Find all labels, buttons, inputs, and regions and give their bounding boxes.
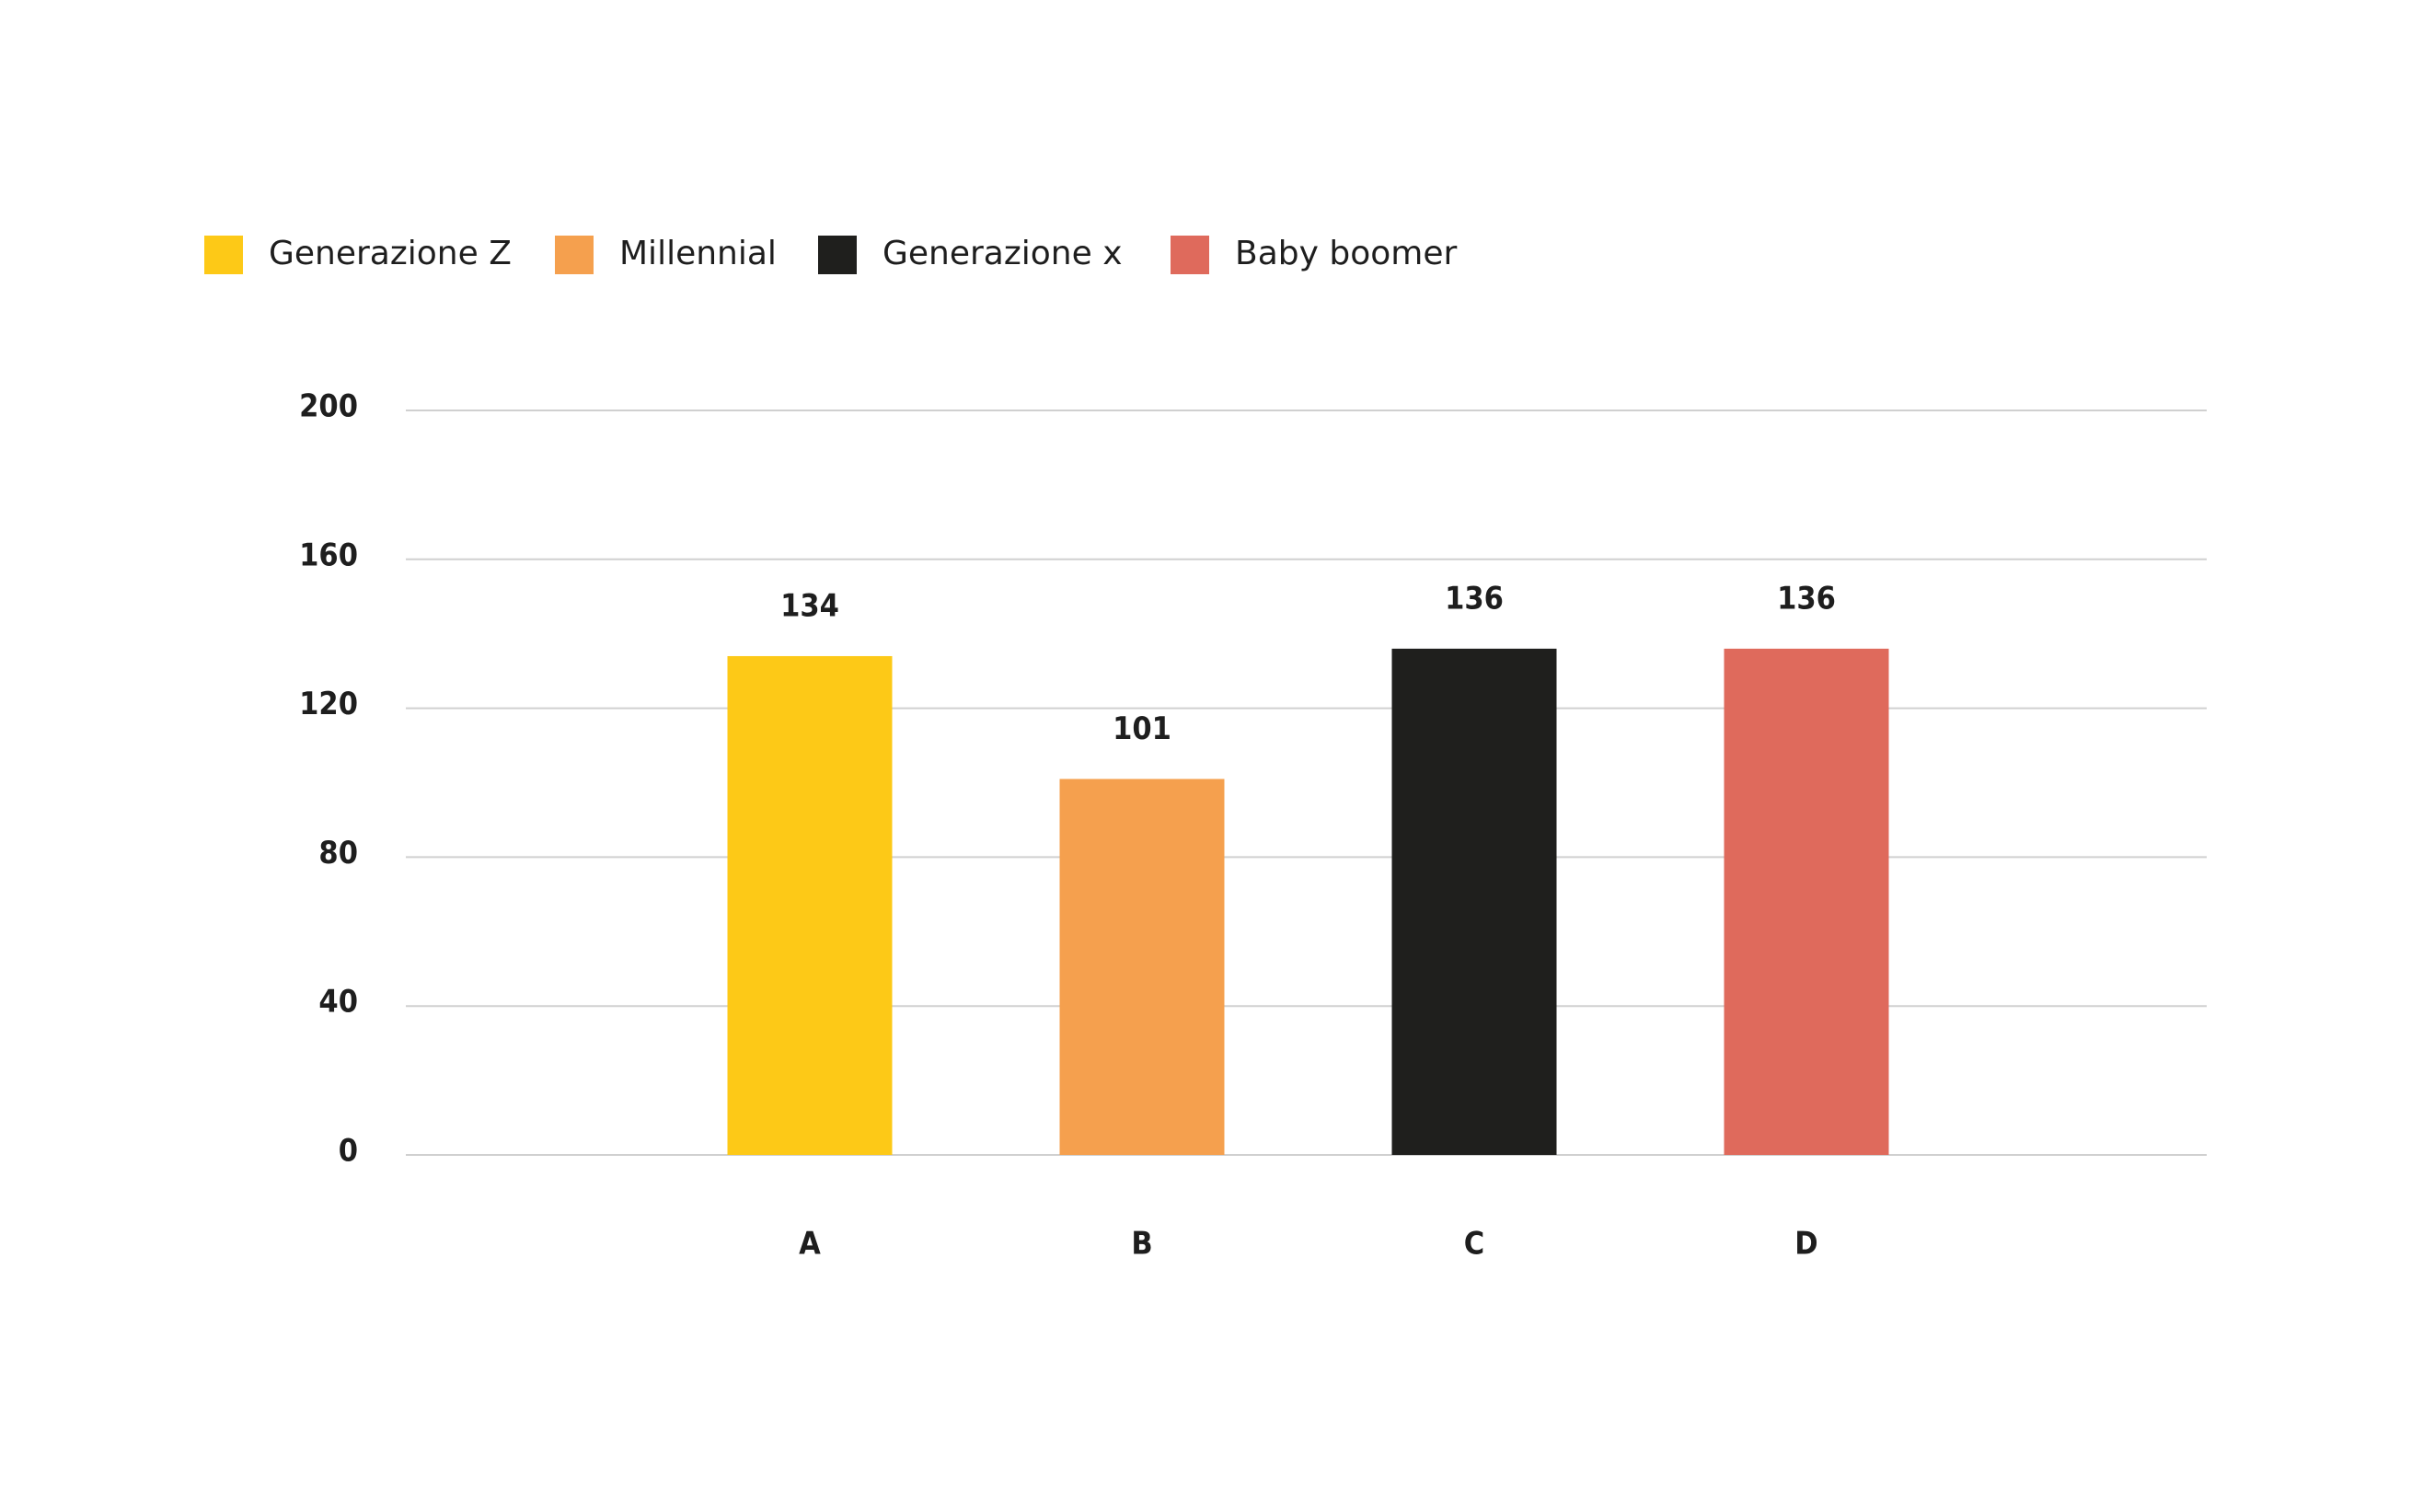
x-tick-label: D: [1794, 1226, 1817, 1263]
bar: [1059, 779, 1225, 1155]
x-tick-label: C: [1464, 1226, 1484, 1263]
y-tick-label: 40: [318, 984, 358, 1021]
legend-swatch: [818, 236, 857, 274]
x-tick-label: A: [799, 1226, 821, 1263]
bar: [1724, 648, 1889, 1155]
y-tick-label: 160: [299, 537, 358, 573]
legend-label: Millennial: [619, 235, 777, 272]
legend-label: Generazione x: [882, 235, 1123, 272]
legend-swatch: [555, 236, 594, 274]
value-label: 134: [780, 587, 839, 624]
x-tick-label: B: [1131, 1226, 1152, 1263]
bar: [1391, 648, 1557, 1155]
bar: [727, 655, 893, 1155]
legend-label: Generazione Z: [269, 235, 512, 272]
value-label: 101: [1113, 710, 1171, 747]
legend-swatch: [204, 236, 243, 274]
legend-swatch: [1171, 236, 1209, 274]
y-tick-label: 120: [299, 686, 358, 722]
y-tick-label: 200: [299, 388, 358, 425]
y-tick-label: 0: [339, 1133, 358, 1170]
y-tick-label: 80: [318, 835, 358, 871]
value-label: 136: [1445, 580, 1504, 617]
legend-label: Baby boomer: [1235, 235, 1457, 272]
value-label: 136: [1777, 580, 1836, 617]
